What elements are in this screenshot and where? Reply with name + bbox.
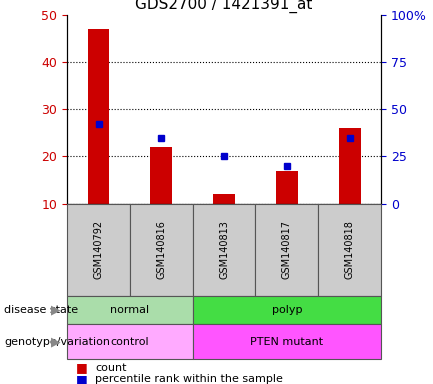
Text: GSM140792: GSM140792: [94, 220, 103, 279]
Bar: [130, 204, 193, 296]
Bar: [339, 128, 361, 204]
Text: GSM140816: GSM140816: [156, 220, 166, 279]
Text: percentile rank within the sample: percentile rank within the sample: [95, 374, 283, 384]
Text: disease state: disease state: [4, 305, 78, 315]
Bar: [193, 324, 381, 359]
Bar: [67, 204, 130, 296]
Bar: [67, 296, 193, 324]
Bar: [213, 194, 235, 204]
Text: ▶: ▶: [51, 335, 61, 348]
Text: ▶: ▶: [51, 304, 61, 316]
Bar: [67, 324, 193, 359]
Text: polyp: polyp: [271, 305, 302, 315]
Bar: [150, 147, 172, 204]
Text: control: control: [110, 337, 149, 347]
Bar: [318, 204, 381, 296]
Title: GDS2700 / 1421391_at: GDS2700 / 1421391_at: [136, 0, 313, 13]
Text: GSM140817: GSM140817: [282, 220, 292, 279]
Bar: [87, 30, 110, 204]
Text: GSM140818: GSM140818: [345, 220, 355, 279]
Text: genotype/variation: genotype/variation: [4, 337, 110, 347]
Bar: [255, 204, 318, 296]
Text: PTEN mutant: PTEN mutant: [250, 337, 323, 347]
Bar: [193, 296, 381, 324]
Text: normal: normal: [110, 305, 149, 315]
Bar: [193, 204, 255, 296]
Text: GSM140813: GSM140813: [219, 220, 229, 279]
Bar: [276, 170, 298, 204]
Text: ■: ■: [76, 373, 87, 384]
Text: ■: ■: [76, 361, 87, 374]
Text: count: count: [95, 363, 127, 373]
